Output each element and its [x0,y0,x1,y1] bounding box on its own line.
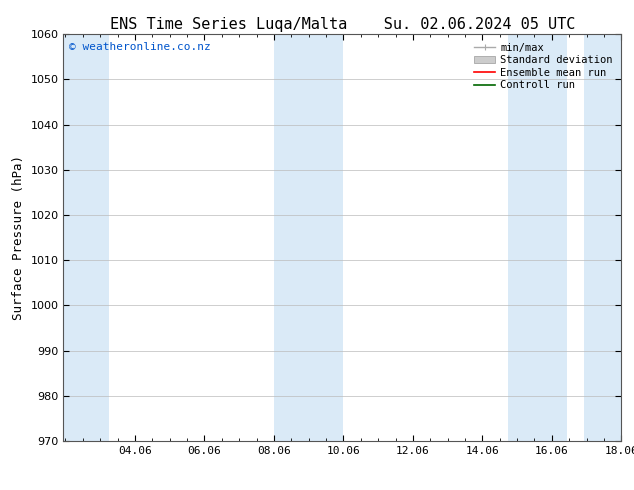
Bar [508,34,567,441]
Bar [274,34,344,441]
Y-axis label: Surface Pressure (hPa): Surface Pressure (hPa) [12,155,25,320]
Bar [63,34,108,441]
Bar [585,34,621,441]
Title: ENS Time Series Luqa/Malta    Su. 02.06.2024 05 UTC: ENS Time Series Luqa/Malta Su. 02.06.202… [110,17,575,32]
Text: © weatheronline.co.nz: © weatheronline.co.nz [69,43,210,52]
Legend: min/max, Standard deviation, Ensemble mean run, Controll run: min/max, Standard deviation, Ensemble me… [471,40,616,94]
